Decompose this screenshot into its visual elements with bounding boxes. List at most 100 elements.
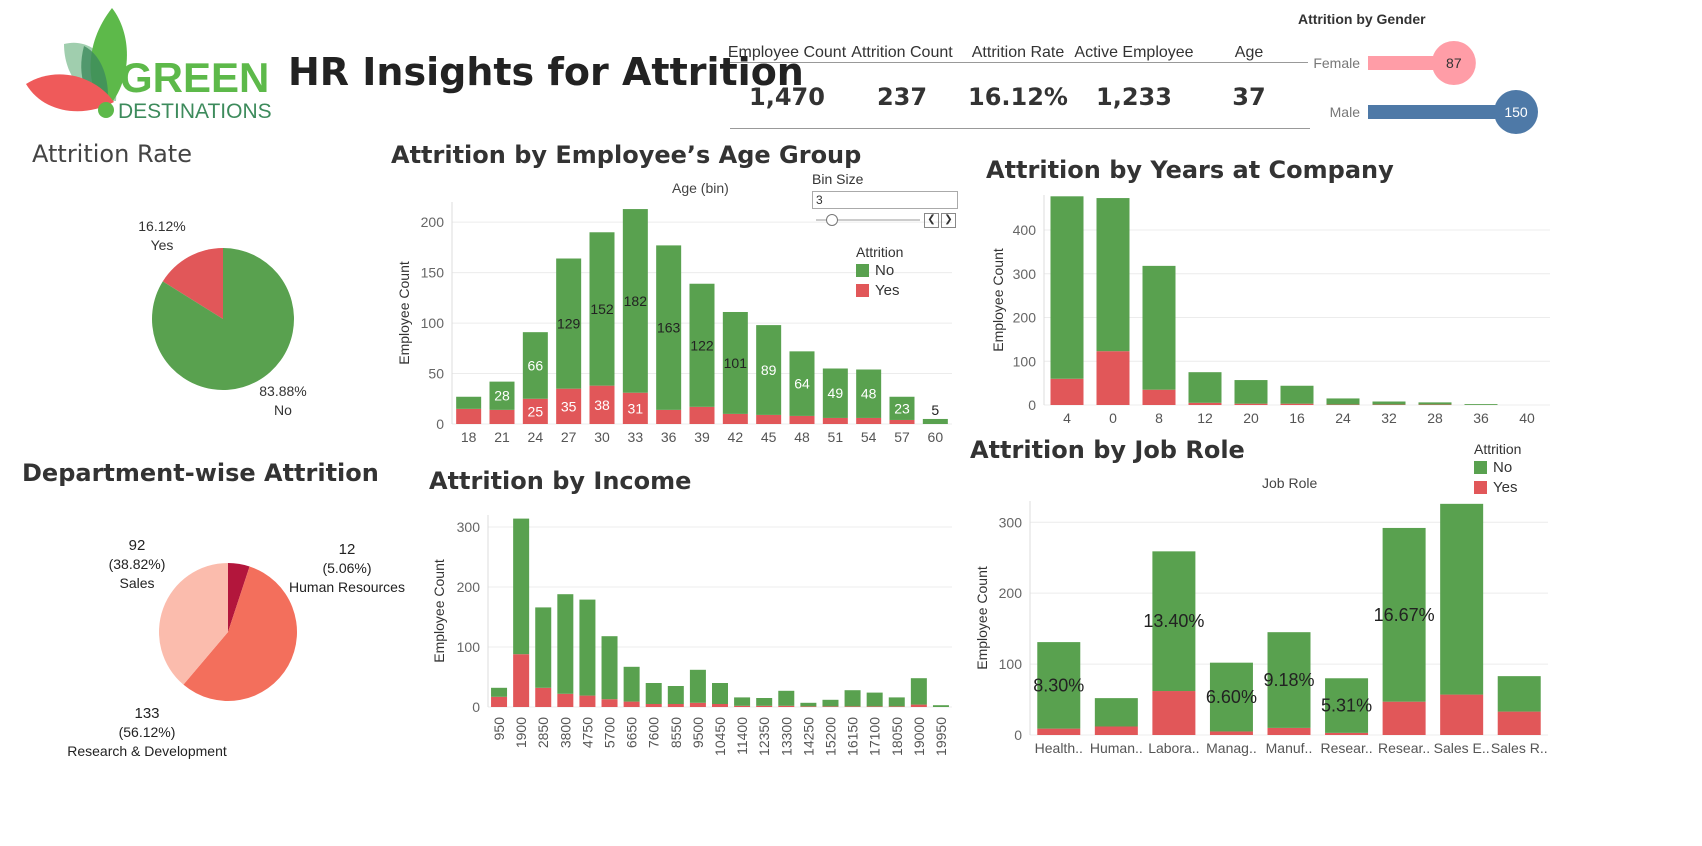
bar-segment-no xyxy=(689,669,706,703)
job-legend-no[interactable]: No xyxy=(1474,457,1521,477)
x-tick-label: 28 xyxy=(1427,410,1443,426)
bar-value-label-no: 5 xyxy=(931,402,939,418)
x-tick-label: Health.. xyxy=(1035,740,1083,756)
bar-segment-no xyxy=(889,396,915,420)
bin-size-slider-handle[interactable] xyxy=(826,214,838,226)
legend-label-no: No xyxy=(875,261,895,279)
bar-value-label-no: 64 xyxy=(794,376,810,392)
bar-segment-no xyxy=(1096,198,1130,352)
job-role-chart-subtitle: Job Role xyxy=(1262,475,1318,491)
bar-segment-no xyxy=(734,697,751,706)
x-tick-label: 7600 xyxy=(646,717,662,748)
gender-value-label: 150 xyxy=(1504,104,1528,120)
kpi-value: 37 xyxy=(1232,83,1266,111)
bar-segment-no xyxy=(822,368,848,418)
y-tick-label: 200 xyxy=(421,214,445,230)
job-legend-yes[interactable]: Yes xyxy=(1474,477,1521,497)
bar-segment-yes xyxy=(1267,727,1311,735)
bar-segment-no xyxy=(1209,662,1253,732)
kpi-label: Employee Count xyxy=(727,44,847,61)
bar-segment-yes xyxy=(535,687,552,707)
logo: GREEN DESTINATIONS xyxy=(24,6,274,124)
y-tick-label: 0 xyxy=(1028,397,1036,413)
bar-segment-no xyxy=(822,699,839,707)
bar-segment-no xyxy=(656,245,682,410)
bar-value-label-no: 48 xyxy=(861,386,877,402)
bar-segment-yes xyxy=(756,414,782,424)
bar-segment-no xyxy=(535,607,552,688)
bar-value-label-no: 49 xyxy=(828,385,844,401)
bar-segment-no xyxy=(932,705,949,707)
dept-pie-slice xyxy=(158,563,228,685)
leaf-logo-icon: GREEN DESTINATIONS xyxy=(26,8,272,123)
x-tick-label: 0 xyxy=(1109,410,1117,426)
age-chart-title: Attrition by Employee’s Age Group xyxy=(391,141,862,169)
bar-segment-no xyxy=(1267,632,1311,728)
x-tick-label: Resear.. xyxy=(1320,740,1372,756)
dept-label-pct: (38.82%) xyxy=(109,556,166,572)
bar-segment-no xyxy=(1382,527,1426,702)
x-tick-label: 18 xyxy=(461,429,477,445)
bar-segment-yes xyxy=(645,704,662,707)
x-tick-label: 16150 xyxy=(845,717,861,756)
dept-label-name: Human Resources xyxy=(289,579,405,595)
kpi-label: Active Employee xyxy=(1074,44,1194,61)
y-tick-label: 300 xyxy=(1013,266,1037,282)
bin-size-increment-icon[interactable]: ❯ xyxy=(941,213,956,228)
legend-label-yes: Yes xyxy=(1493,478,1518,496)
x-tick-label: 33 xyxy=(628,429,644,445)
bar-segment-yes xyxy=(856,417,882,424)
bin-size-control: Bin Size 3 ❮ ❯ xyxy=(812,171,958,228)
bar-segment-no xyxy=(1142,265,1176,390)
bar-segment-no xyxy=(689,283,715,407)
bar-segment-no xyxy=(722,311,748,414)
x-tick-label: 57 xyxy=(894,429,910,445)
bar-segment-no xyxy=(756,698,773,706)
bar-segment-no xyxy=(456,396,482,409)
bar-rate-label: 16.67% xyxy=(1374,605,1435,625)
y-tick-label: 300 xyxy=(999,514,1023,530)
bar-segment-yes xyxy=(623,701,640,707)
bin-size-decrement-icon[interactable]: ❮ xyxy=(924,213,939,228)
bar-segment-yes xyxy=(800,706,817,707)
age-legend-yes[interactable]: Yes xyxy=(856,280,903,300)
pie-slice-no xyxy=(152,248,294,390)
bar-segment-yes xyxy=(522,398,548,424)
dept-label-count: 92 xyxy=(129,537,146,554)
bar-segment-yes xyxy=(513,654,530,707)
x-tick-label: 11400 xyxy=(734,717,750,755)
bar-segment-no xyxy=(522,332,548,399)
bar-segment-no xyxy=(623,666,640,702)
x-tick-label: Resear.. xyxy=(1378,740,1430,756)
bar-value-label-no: 182 xyxy=(624,293,648,309)
x-tick-label: 5700 xyxy=(602,717,618,748)
bar-segment-yes xyxy=(1382,701,1426,735)
y-axis-title: Employee Count xyxy=(974,566,990,670)
pie-label-no-name: No xyxy=(274,402,292,418)
bin-size-input[interactable]: 3 xyxy=(812,191,958,209)
bar-segment-no xyxy=(778,690,795,706)
dept-label-count: 12 xyxy=(339,541,356,558)
x-tick-label: 36 xyxy=(661,429,677,445)
bar-segment-no xyxy=(1326,398,1360,405)
age-legend: Attrition No Yes xyxy=(856,244,903,300)
bar-segment-no xyxy=(1325,678,1369,733)
bar-segment-yes xyxy=(756,705,773,707)
x-tick-label: 2850 xyxy=(535,717,551,748)
x-tick-label: 39 xyxy=(694,429,710,445)
bar-segment-yes xyxy=(667,704,684,707)
bar-segment-no xyxy=(589,232,615,386)
gender-value-label: 87 xyxy=(1446,55,1462,71)
bar-rate-label: 9.18% xyxy=(1263,670,1314,690)
job-role-chart-title: Attrition by Job Role xyxy=(970,436,1245,464)
bar-segment-yes xyxy=(689,406,715,424)
bar-segment-no xyxy=(667,686,684,704)
age-legend-no[interactable]: No xyxy=(856,260,903,280)
x-tick-label: 10450 xyxy=(712,717,728,756)
x-tick-label: 48 xyxy=(794,429,810,445)
x-tick-label: Manuf.. xyxy=(1266,740,1313,756)
x-tick-label: 30 xyxy=(594,429,610,445)
bin-size-label: Bin Size xyxy=(812,171,864,187)
dept-label-name: Sales xyxy=(119,575,154,591)
gender-chart-title: Attrition by Gender xyxy=(1298,11,1426,27)
